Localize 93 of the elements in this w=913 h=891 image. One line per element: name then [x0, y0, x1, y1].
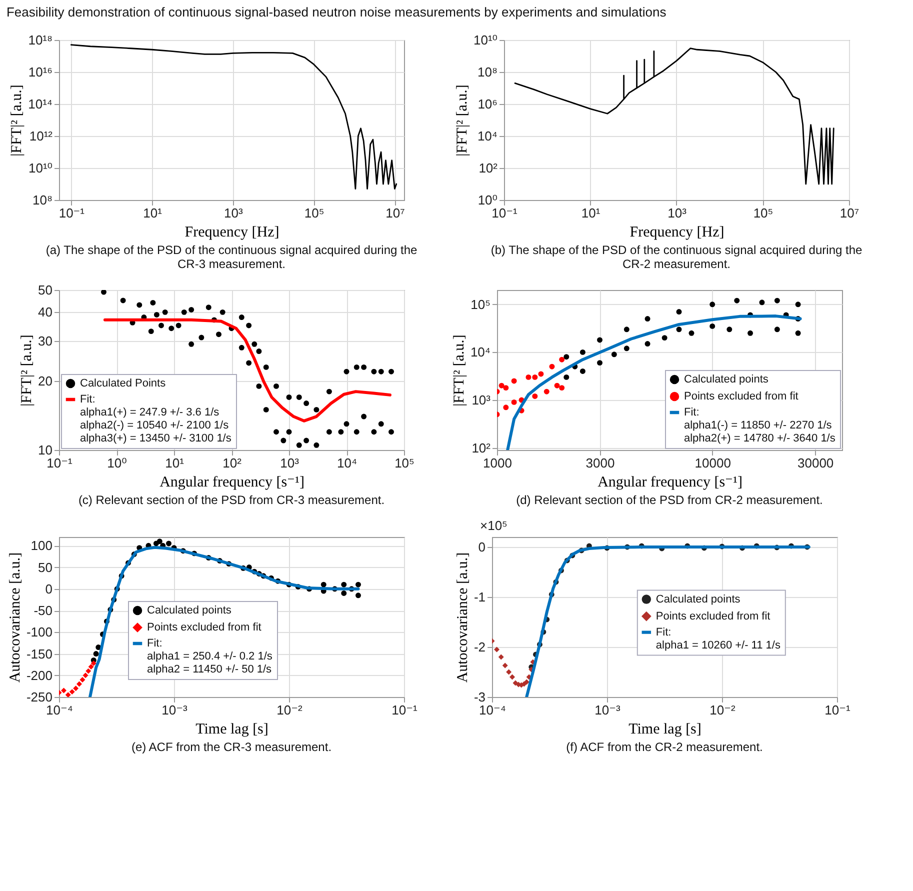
x-tick-label: 10⁻⁴: [46, 702, 73, 718]
y-tick-label: 10²: [472, 440, 492, 456]
x-tick-label: 10⁻¹: [392, 702, 418, 718]
x-tick-label: 10⁵: [304, 206, 324, 220]
y-tick-label: -100: [26, 624, 52, 640]
y-tick-label: 10⁴: [470, 344, 490, 360]
y-tick-label: 10¹⁶: [28, 64, 52, 80]
y-tick-label: -150: [26, 646, 52, 662]
y-axis-title: Autocovariance [a.u.]: [7, 552, 24, 683]
x-tick-label: 10¹: [143, 206, 163, 220]
x-tick-label: 10⁻⁴: [479, 702, 506, 718]
y-tick-label: 50: [38, 282, 52, 298]
y-tick-label: -200: [26, 668, 52, 683]
x-tick-label: 10⁵: [753, 206, 774, 220]
y-tick-label: 30: [38, 333, 52, 348]
x-tick-label: 10⁴: [336, 456, 358, 470]
y-tick-label: -250: [26, 690, 52, 704]
text: (b) The shape of the PSD of the continuous signal acquired during the CR-2 measurement.: [490, 243, 862, 271]
legend-label: Calculated points: [684, 374, 769, 386]
x-axis-title: Time lag [s]: [628, 722, 702, 738]
x-tick-label: 10¹: [165, 456, 185, 470]
y-tick-label: 10: [38, 442, 52, 458]
text: (d) Relevant section of the PSD from CR-2 measurement.: [516, 493, 823, 507]
y-tick-label: 20: [38, 374, 52, 389]
legend-label: Points excluded from fit: [147, 622, 262, 634]
y-tick-label: 10⁰: [478, 192, 498, 208]
y-tick-label: 50: [38, 560, 52, 575]
x-tick-label: 10⁻¹: [824, 702, 851, 718]
y-tick-label: 0: [45, 581, 52, 596]
legend-label: Calculated points: [656, 593, 741, 606]
y-tick-label: 0: [478, 540, 486, 554]
y-tick-label: 10¹²: [29, 128, 54, 144]
y-tick-label: 10⁸: [478, 64, 498, 80]
x-tick-label: 10³: [668, 206, 688, 220]
y-tick-label: -2: [474, 640, 486, 654]
y-axis-title: |FFT|² [a.u.]: [451, 334, 468, 406]
legend-label: Points excluded from fit: [656, 610, 770, 622]
x-tick-label: 10⁷: [840, 206, 860, 220]
y-axis-title: |FFT|² [a.u.]: [9, 84, 26, 156]
x-axis-title: Time lag [s]: [196, 722, 268, 738]
x-tick-label: 10⁻³: [594, 702, 621, 718]
x-tick-label: 10⁻²: [710, 702, 736, 718]
y-tick-label: -1: [474, 590, 486, 604]
x-tick-label: 10⁰: [107, 456, 127, 470]
x-tick-label: 10⁻¹: [492, 206, 518, 220]
text: (f) ACF from the CR-2 measurement.: [566, 740, 763, 754]
text: (a) The shape of the PSD of the continuous signal acquired during the CR-3 measurement.: [46, 243, 418, 271]
text: (c) Relevant section of the PSD from CR-3 measurement.: [78, 493, 385, 507]
y-axis-title: |FFT|² [a.u.]: [19, 334, 36, 406]
legend-label: Points excluded from fit: [684, 390, 798, 402]
x-tick-label: 30000: [798, 456, 834, 470]
x-tick-label: 10⁻³: [162, 702, 188, 718]
legend-label: Fit: alpha1 = 10260 +/- 11 1/s: [656, 626, 781, 652]
chart-title: Feasibility demonstration of continuous signal-based neutron noise measurements by experiments and simulations: [6, 4, 667, 20]
y-tick-label: 10¹⁰: [28, 160, 52, 176]
x-tick-label: 10⁵: [394, 456, 414, 470]
y-tick-label: -50: [34, 603, 52, 618]
x-tick-label: 10⁻¹: [58, 206, 86, 220]
legend-label: Calculated Points: [80, 378, 166, 390]
x-axis-title: Angular frequency [s⁻¹]: [598, 474, 742, 490]
y-tick-label: 10³: [472, 392, 492, 408]
x-axis-title: Frequency [Hz]: [184, 224, 280, 240]
y-tick-label: 10⁵: [470, 296, 490, 312]
y-tick-label: 10¹⁸: [28, 32, 52, 48]
legend-label: Fit: alpha1(+) = 247.9 +/- 3.6 1/s alpha2(-) = 10540 +/- 2100 1/s alpha3(+) = 13450 +/- 3100 1/s: [80, 394, 232, 444]
x-tick-label: 10⁷: [386, 206, 406, 220]
y-tick-label: -3: [474, 690, 486, 704]
x-tick-label: 10¹: [581, 206, 601, 220]
x-tick-label: 10³: [224, 206, 244, 220]
x-tick-label: 10⁻¹: [46, 456, 73, 470]
y-tick-label: 100: [30, 538, 52, 554]
text: ×10⁵: [480, 518, 508, 533]
legend-label: Fit: alpha1 = 250.4 +/- 0.2 1/s alpha2 = 11450 +/- 50 1/s: [147, 638, 273, 676]
y-tick-label: 10⁴: [477, 128, 498, 144]
x-tick-label: 1000: [483, 456, 512, 470]
y-tick-label: 10⁶: [478, 96, 498, 112]
y-tick-label: 10²: [478, 160, 498, 176]
y-axis-title: |FFT|² [a.u.]: [454, 84, 470, 156]
x-axis-title: Angular frequency [s⁻¹]: [160, 474, 304, 490]
y-tick-label: 10¹⁴: [28, 96, 52, 112]
x-tick-label: 10²: [222, 456, 242, 470]
x-tick-label: 10000: [694, 456, 731, 470]
y-tick-label: 40: [38, 304, 52, 320]
x-tick-label: 10⁻²: [276, 702, 303, 718]
x-tick-label: 10³: [280, 456, 300, 470]
y-tick-label: 10⁸: [32, 192, 52, 208]
legend-label: Fit: alpha1(-) = 11850 +/- 2270 1/s alpha2(+) = 14780 +/- 3640 1/s: [684, 406, 836, 444]
y-tick-label: 10¹⁰: [473, 32, 498, 48]
legend-label: Calculated points: [147, 604, 232, 616]
x-axis-title: Frequency [Hz]: [630, 224, 724, 240]
x-tick-label: 3000: [586, 456, 615, 470]
text: (e) ACF from the CR-3 measurement.: [131, 740, 332, 754]
y-axis-title: Autocovariance [a.u.]: [454, 552, 471, 683]
